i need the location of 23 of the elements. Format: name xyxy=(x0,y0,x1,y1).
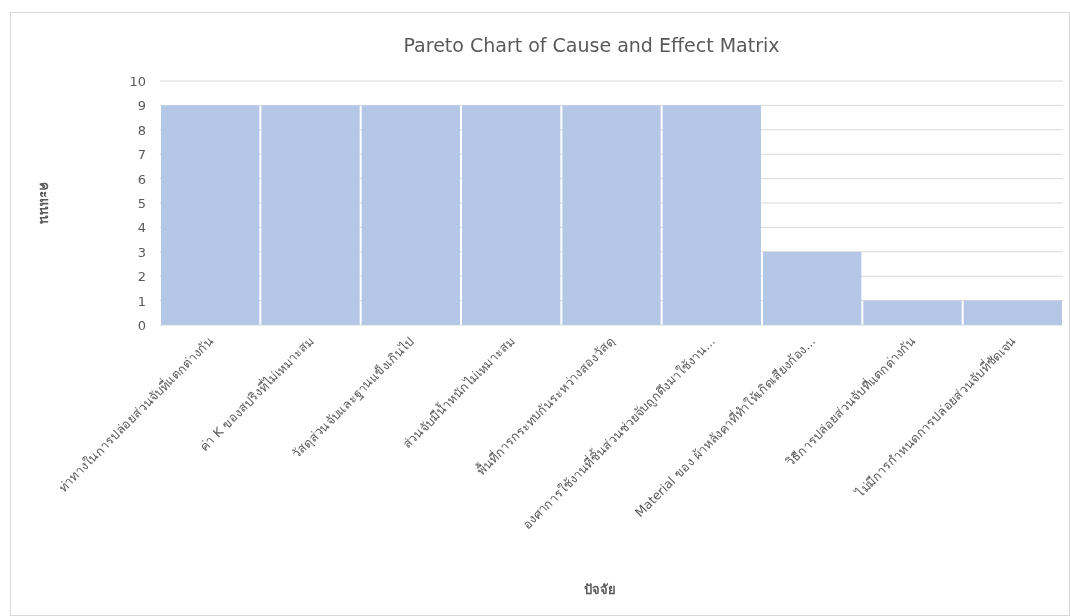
bar xyxy=(763,251,862,325)
chart-title: Pareto Chart of Cause and Effect Matrix xyxy=(403,34,780,56)
y-tick-label: 9 xyxy=(137,98,146,114)
y-axis-title: คะแนน xyxy=(37,182,52,224)
y-tick-label: 7 xyxy=(137,147,146,163)
bar xyxy=(662,105,761,325)
y-tick-label: 0 xyxy=(137,318,146,333)
bar xyxy=(361,105,460,325)
bar xyxy=(462,105,561,325)
y-tick-label: 1 xyxy=(137,293,146,309)
y-tick-label: 2 xyxy=(137,269,146,285)
x-axis-title: ปัจจัย xyxy=(584,582,616,597)
y-tick-label: 5 xyxy=(137,196,146,211)
y-tick-label: 3 xyxy=(137,244,146,260)
bar xyxy=(963,300,1062,325)
y-tick-label: 8 xyxy=(137,122,146,138)
y-tick-label: 10 xyxy=(129,74,146,89)
bar xyxy=(261,105,360,325)
y-tick-label: 6 xyxy=(137,171,146,187)
bar xyxy=(562,105,661,325)
y-tick-label: 4 xyxy=(137,220,146,236)
bar xyxy=(863,300,962,325)
bar xyxy=(161,105,260,325)
